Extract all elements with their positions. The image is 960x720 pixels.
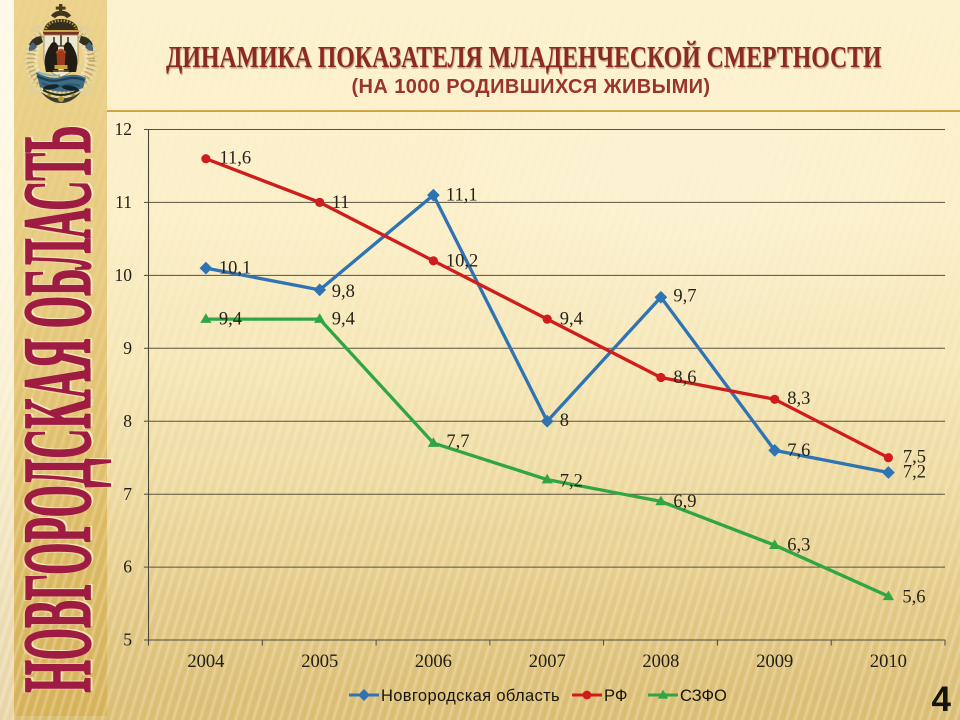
- svg-text:9,8: 9,8: [332, 282, 355, 302]
- svg-text:10,2: 10,2: [446, 251, 478, 271]
- svg-text:8,6: 8,6: [673, 368, 696, 388]
- svg-text:5,6: 5,6: [902, 587, 925, 607]
- svg-text:7: 7: [123, 484, 132, 504]
- svg-text:2008: 2008: [642, 652, 679, 672]
- svg-text:11,6: 11,6: [219, 149, 251, 169]
- svg-text:2004: 2004: [187, 652, 224, 672]
- svg-text:7,6: 7,6: [787, 441, 810, 461]
- svg-text:2009: 2009: [756, 652, 793, 672]
- svg-text:Новгородская область: Новгородская область: [381, 687, 560, 705]
- svg-text:7,2: 7,2: [560, 472, 583, 492]
- svg-text:2010: 2010: [870, 652, 907, 672]
- svg-text:12: 12: [115, 119, 133, 139]
- svg-text:2007: 2007: [529, 652, 566, 672]
- svg-text:8,3: 8,3: [787, 389, 810, 409]
- svg-text:9,4: 9,4: [560, 310, 583, 330]
- svg-text:9,4: 9,4: [332, 310, 355, 330]
- svg-text:10,1: 10,1: [219, 259, 251, 279]
- svg-text:9: 9: [123, 338, 132, 358]
- svg-text:6,3: 6,3: [787, 536, 810, 556]
- svg-text:2006: 2006: [415, 652, 452, 672]
- svg-text:8: 8: [560, 411, 569, 431]
- svg-text:6: 6: [123, 557, 132, 577]
- svg-text:СЗФО: СЗФО: [680, 687, 727, 705]
- svg-text:7,2: 7,2: [903, 463, 926, 483]
- svg-text:РФ: РФ: [604, 687, 627, 705]
- svg-text:11,1: 11,1: [446, 186, 478, 206]
- svg-text:7,5: 7,5: [903, 448, 926, 468]
- svg-text:9,7: 9,7: [673, 287, 696, 307]
- svg-text:7,7: 7,7: [446, 432, 469, 452]
- svg-text:9,4: 9,4: [219, 310, 242, 330]
- svg-text:5: 5: [123, 630, 132, 650]
- svg-text:11: 11: [115, 192, 132, 212]
- svg-text:2005: 2005: [301, 652, 338, 672]
- svg-text:8: 8: [123, 411, 132, 431]
- svg-text:11: 11: [332, 193, 350, 213]
- svg-text:6,9: 6,9: [673, 492, 696, 512]
- svg-text:10: 10: [115, 265, 133, 285]
